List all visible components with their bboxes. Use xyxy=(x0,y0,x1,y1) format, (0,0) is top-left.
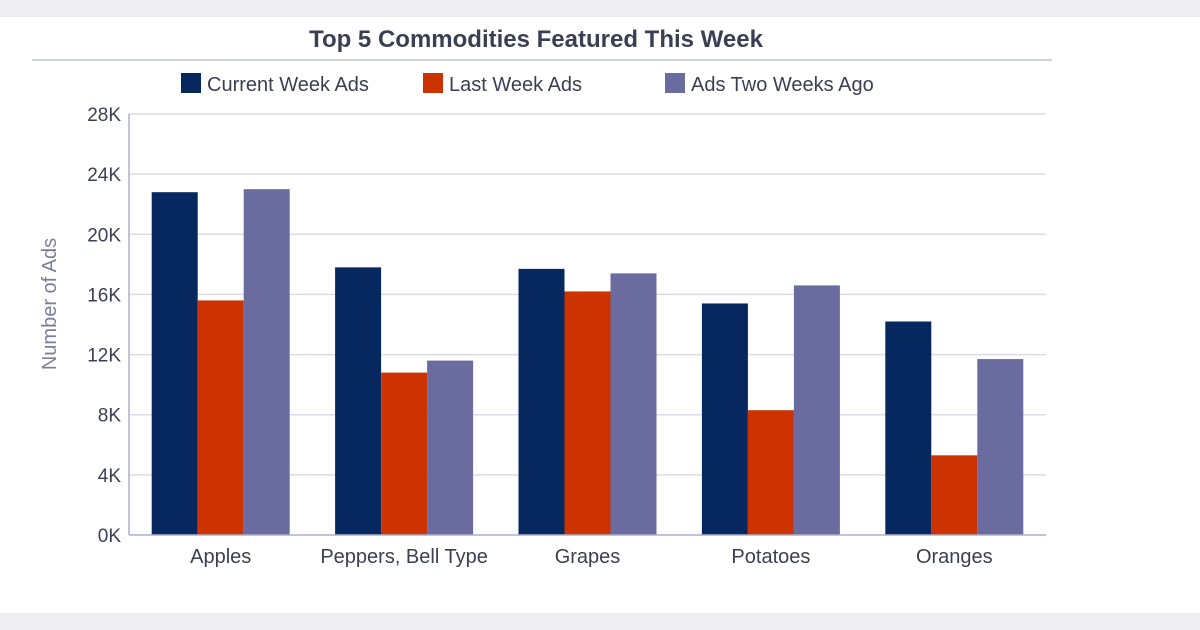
y-axis-label: Number of Ads xyxy=(39,238,61,370)
chart-title: Top 5 Commodities Featured This Week xyxy=(309,26,764,53)
bar-last-week-ads-grapes xyxy=(564,291,611,535)
bars xyxy=(151,189,1024,535)
x-category-label: Oranges xyxy=(916,546,993,568)
legend-label: Current Week Ads xyxy=(207,74,369,96)
bar-last-week-ads-oranges xyxy=(931,455,978,535)
y-tick-label: 16K xyxy=(87,285,121,306)
bar-current-week-ads-potatoes xyxy=(701,303,748,535)
legend-label: Last Week Ads xyxy=(449,74,582,96)
y-axis-ticks: 0K 4K 8K 12K 16K 20K 24K 28K xyxy=(87,105,121,547)
y-tick-label: 20K xyxy=(87,225,121,246)
bar-ads-two-weeks-ago-potatoes xyxy=(793,285,840,535)
y-tick-label: 12K xyxy=(87,346,121,367)
chart-card: Top 5 Commodities Featured This Week Cur… xyxy=(0,17,1200,613)
bar-current-week-ads-oranges xyxy=(885,321,932,535)
bar-current-week-ads-grapes xyxy=(518,268,565,535)
bar-current-week-ads-apples xyxy=(151,192,198,535)
x-category-label: Grapes xyxy=(555,546,621,568)
legend-swatch xyxy=(423,73,443,93)
bar-ads-two-weeks-ago-apples xyxy=(243,189,290,535)
bar-last-week-ads-potatoes xyxy=(747,410,794,535)
x-axis-categories: Apples Peppers, Bell Type Grapes Potatoes Or… xyxy=(190,546,993,568)
bar-ads-two-weeks-ago-peppers-bell-type xyxy=(427,360,474,535)
legend-swatch xyxy=(181,73,201,93)
bar-ads-two-weeks-ago-oranges xyxy=(977,359,1024,535)
bar-last-week-ads-apples xyxy=(197,300,244,535)
y-tick-label: 8K xyxy=(98,406,122,427)
y-tick-label: 4K xyxy=(98,466,122,487)
bar-current-week-ads-peppers-bell-type xyxy=(335,267,382,535)
bar-last-week-ads-peppers-bell-type xyxy=(381,372,428,535)
bar-ads-two-weeks-ago-grapes xyxy=(610,273,657,535)
y-tick-label: 24K xyxy=(87,165,121,186)
legend: Current Week Ads Last Week Ads Ads Two Wee… xyxy=(181,73,874,96)
x-category-label: Apples xyxy=(190,546,251,568)
y-tick-label: 28K xyxy=(87,105,121,126)
bar-chart: Top 5 Commodities Featured This Week Cur… xyxy=(32,26,1052,568)
y-tick-label: 0K xyxy=(98,526,122,547)
legend-label: Ads Two Weeks Ago xyxy=(691,74,874,96)
x-category-label: Potatoes xyxy=(731,546,810,568)
legend-swatch xyxy=(665,73,685,93)
x-category-label: Peppers, Bell Type xyxy=(320,546,488,568)
